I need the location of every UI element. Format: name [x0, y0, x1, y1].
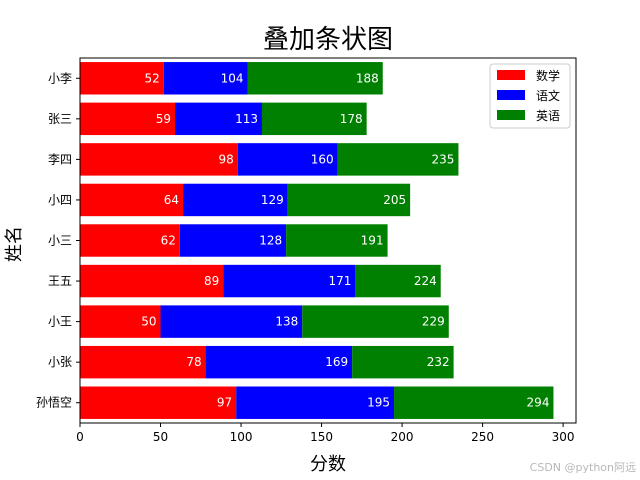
data-label-2-row-6: 129 — [261, 193, 284, 207]
chart-title: 叠加条状图 — [263, 25, 393, 55]
bar-segment-2-row-3 — [160, 305, 303, 338]
bar-segment-3-row-3 — [302, 305, 449, 338]
data-label-1-row-6: 64 — [164, 193, 179, 207]
x-tick-label-1: 0 — [76, 430, 84, 444]
data-label-3-row-3: 229 — [422, 315, 445, 329]
bar-segment-2-row-7 — [237, 143, 338, 176]
y-axis-ticks: 孙悟空 小张 小王 王五 小三 小四 李四 张三 小李 — [36, 70, 80, 410]
bars-group — [80, 62, 554, 419]
y-tick-label-1: 孙悟空 — [36, 395, 72, 410]
bar-segment-2-row-2 — [205, 345, 353, 379]
bar-segment-3-row-6 — [287, 183, 411, 217]
y-tick-label-7: 李四 — [48, 151, 72, 166]
data-label-2-row-4: 171 — [328, 274, 351, 288]
data-label-3-row-7: 235 — [432, 152, 455, 166]
legend-swatch-1 — [497, 70, 525, 80]
legend-swatch-3 — [497, 110, 525, 120]
bar-segment-1-row-4 — [80, 264, 224, 298]
x-axis-ticks: 0 50 100 150 200 250 300 — [76, 423, 575, 444]
bar-segment-1-row-7 — [80, 143, 238, 176]
x-tick-label-5: 200 — [391, 430, 414, 444]
bar-segment-3-row-2 — [352, 345, 454, 379]
x-tick-label-6: 250 — [471, 430, 494, 444]
bar-segment-3-row-7 — [337, 143, 459, 176]
data-labels-group: 97 195 294 78 169 232 50 138 229 89 171 224 62 128 191… — [141, 71, 549, 409]
y-axis-label: 姓名 — [4, 226, 25, 262]
data-label-1-row-2: 78 — [186, 355, 201, 369]
bar-segment-3-row-8 — [261, 102, 367, 136]
data-label-1-row-4: 89 — [204, 274, 219, 288]
legend-label-1: 数学 — [536, 68, 560, 83]
data-label-1-row-3: 50 — [141, 315, 156, 329]
x-tick-label-4: 150 — [310, 430, 333, 444]
data-label-3-row-9: 188 — [356, 71, 379, 85]
data-label-1-row-8: 59 — [156, 112, 171, 126]
bar-segment-3-row-5 — [286, 224, 388, 257]
bar-segment-1-row-8 — [80, 102, 176, 136]
y-tick-label-8: 张三 — [48, 112, 72, 126]
y-tick-label-3: 小王 — [48, 315, 72, 329]
bar-segment-2-row-4 — [223, 264, 356, 298]
y-tick-label-5: 小三 — [48, 234, 72, 248]
bar-segment-3-row-1 — [394, 386, 554, 419]
bar-segment-1-row-6 — [80, 183, 184, 217]
x-tick-label-7: 300 — [552, 430, 575, 444]
bar-segment-1-row-1 — [80, 386, 237, 419]
data-label-1-row-7: 98 — [219, 152, 234, 166]
data-label-3-row-1: 294 — [527, 396, 550, 410]
data-label-3-row-6: 205 — [383, 193, 406, 207]
y-tick-label-2: 小张 — [48, 355, 72, 369]
legend-swatch-2 — [497, 90, 525, 100]
bar-segment-2-row-6 — [183, 183, 288, 217]
data-label-1-row-5: 62 — [161, 234, 176, 248]
legend-label-3: 英语 — [536, 109, 560, 123]
data-label-3-row-4: 224 — [414, 274, 437, 288]
bar-segment-1-row-5 — [80, 224, 180, 257]
x-axis-label: 分数 — [310, 454, 346, 475]
bar-segment-2-row-1 — [236, 386, 395, 419]
data-label-2-row-9: 104 — [221, 71, 244, 85]
legend-label-2: 语文 — [536, 88, 560, 103]
data-label-2-row-1: 195 — [367, 396, 390, 410]
bar-segment-3-row-4 — [355, 264, 441, 298]
y-tick-label-6: 小四 — [48, 193, 72, 207]
bar-segment-1-row-9 — [80, 62, 164, 95]
data-label-2-row-2: 169 — [325, 355, 348, 369]
data-label-3-row-5: 191 — [361, 234, 384, 248]
data-label-1-row-9: 52 — [144, 71, 159, 85]
data-label-2-row-5: 128 — [259, 234, 282, 248]
y-tick-label-4: 王五 — [48, 274, 72, 288]
data-label-2-row-3: 138 — [275, 315, 298, 329]
watermark-text: CSDN @python阿远 — [530, 461, 636, 474]
bar-segment-1-row-2 — [80, 345, 206, 379]
x-tick-label-2: 50 — [153, 430, 168, 444]
bar-segment-2-row-8 — [175, 102, 262, 136]
bar-segment-1-row-3 — [80, 305, 161, 338]
y-tick-label-9: 小李 — [48, 70, 72, 85]
data-label-3-row-2: 232 — [427, 355, 450, 369]
bar-segment-2-row-9 — [163, 62, 248, 95]
data-label-2-row-7: 160 — [311, 152, 334, 166]
data-label-3-row-8: 178 — [340, 112, 363, 126]
data-label-1-row-1: 97 — [217, 396, 232, 410]
bar-segment-3-row-9 — [247, 62, 383, 95]
data-label-2-row-8: 113 — [235, 112, 258, 126]
bar-segment-2-row-5 — [179, 224, 287, 257]
x-tick-label-3: 100 — [230, 430, 253, 444]
